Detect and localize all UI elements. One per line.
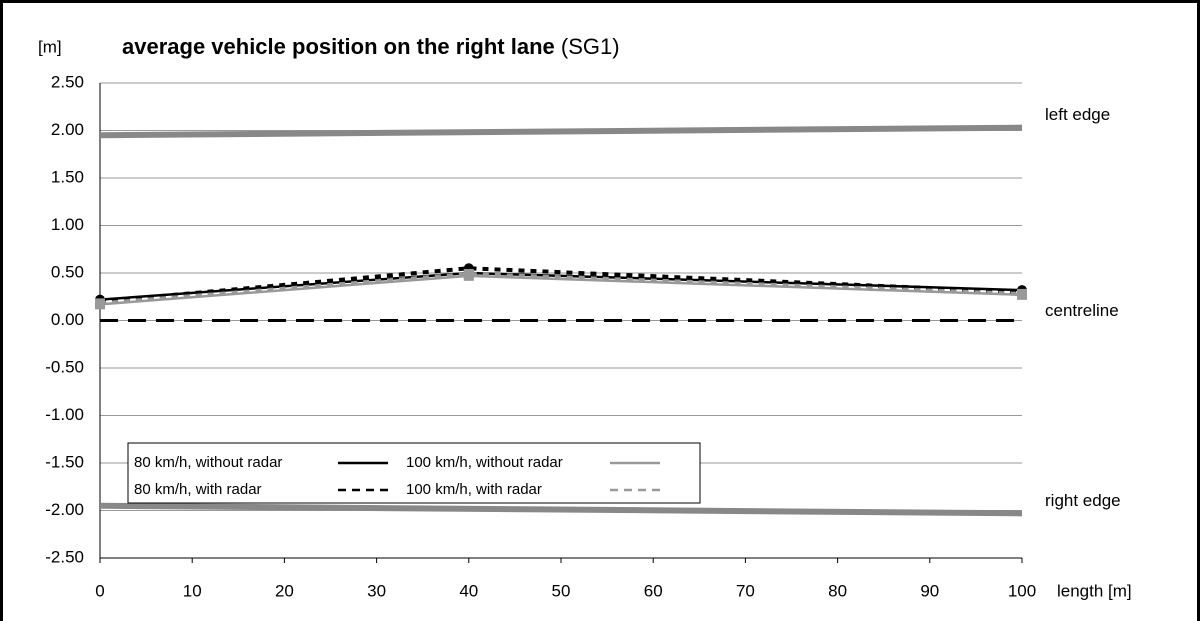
- legend-box: [127, 442, 701, 504]
- y-tick-label: 1.50: [51, 167, 84, 186]
- point: [1017, 288, 1027, 299]
- y-tick-label: 1.00: [51, 215, 84, 234]
- y-tick-label: 0.50: [51, 262, 84, 281]
- series-line: [99, 266, 1023, 304]
- y-tick-label: -0.50: [45, 357, 84, 376]
- x-axis-label: length [m]: [1057, 581, 1132, 600]
- y-axis-label: [m]: [38, 37, 62, 56]
- y-tick-label: 2.00: [51, 120, 84, 139]
- y-tick-label: -2.50: [45, 547, 84, 566]
- y-tick-label: -1.50: [45, 452, 84, 471]
- title-main: average vehicle position on the right la…: [122, 34, 555, 59]
- reference-line: [99, 502, 1023, 517]
- reference-line: [99, 124, 1023, 139]
- y-tick-label: 2.50: [51, 72, 84, 91]
- x-tick-label: 60: [644, 581, 663, 600]
- legend-label: 100 km/h, with radar: [406, 481, 542, 498]
- x-tick-label: 40: [459, 581, 478, 600]
- reference-label: right edge: [1045, 491, 1121, 510]
- point: [95, 298, 105, 309]
- reference-label: left edge: [1045, 105, 1110, 124]
- subtitle: (SG1): [561, 34, 620, 59]
- point: [463, 268, 474, 279]
- x-tick-label: 80: [828, 581, 847, 600]
- y-tick-label: 0.00: [51, 310, 84, 329]
- legend-label: 100 km/h, without radar: [406, 454, 563, 471]
- x-tick-label: 10: [183, 581, 202, 600]
- y-tick-label: -2.00: [45, 500, 84, 519]
- y-tick-label: -1.00: [45, 405, 84, 424]
- reference-label: centreline: [1045, 301, 1119, 320]
- x-tick-label: 100: [1008, 581, 1036, 600]
- x-tick-label: 30: [367, 581, 386, 600]
- x-tick-label: 90: [920, 581, 939, 600]
- x-tick-label: 20: [275, 581, 294, 600]
- legend-label: 80 km/h, with radar: [134, 481, 262, 498]
- chart-title: average vehicle position on the right la…: [122, 34, 620, 59]
- legend-label: 80 km/h, without radar: [134, 454, 282, 471]
- x-tick-label: 70: [736, 581, 755, 600]
- series-line: [99, 271, 1023, 306]
- x-tick-label: 0: [95, 581, 104, 600]
- x-tick-label: 50: [552, 581, 571, 600]
